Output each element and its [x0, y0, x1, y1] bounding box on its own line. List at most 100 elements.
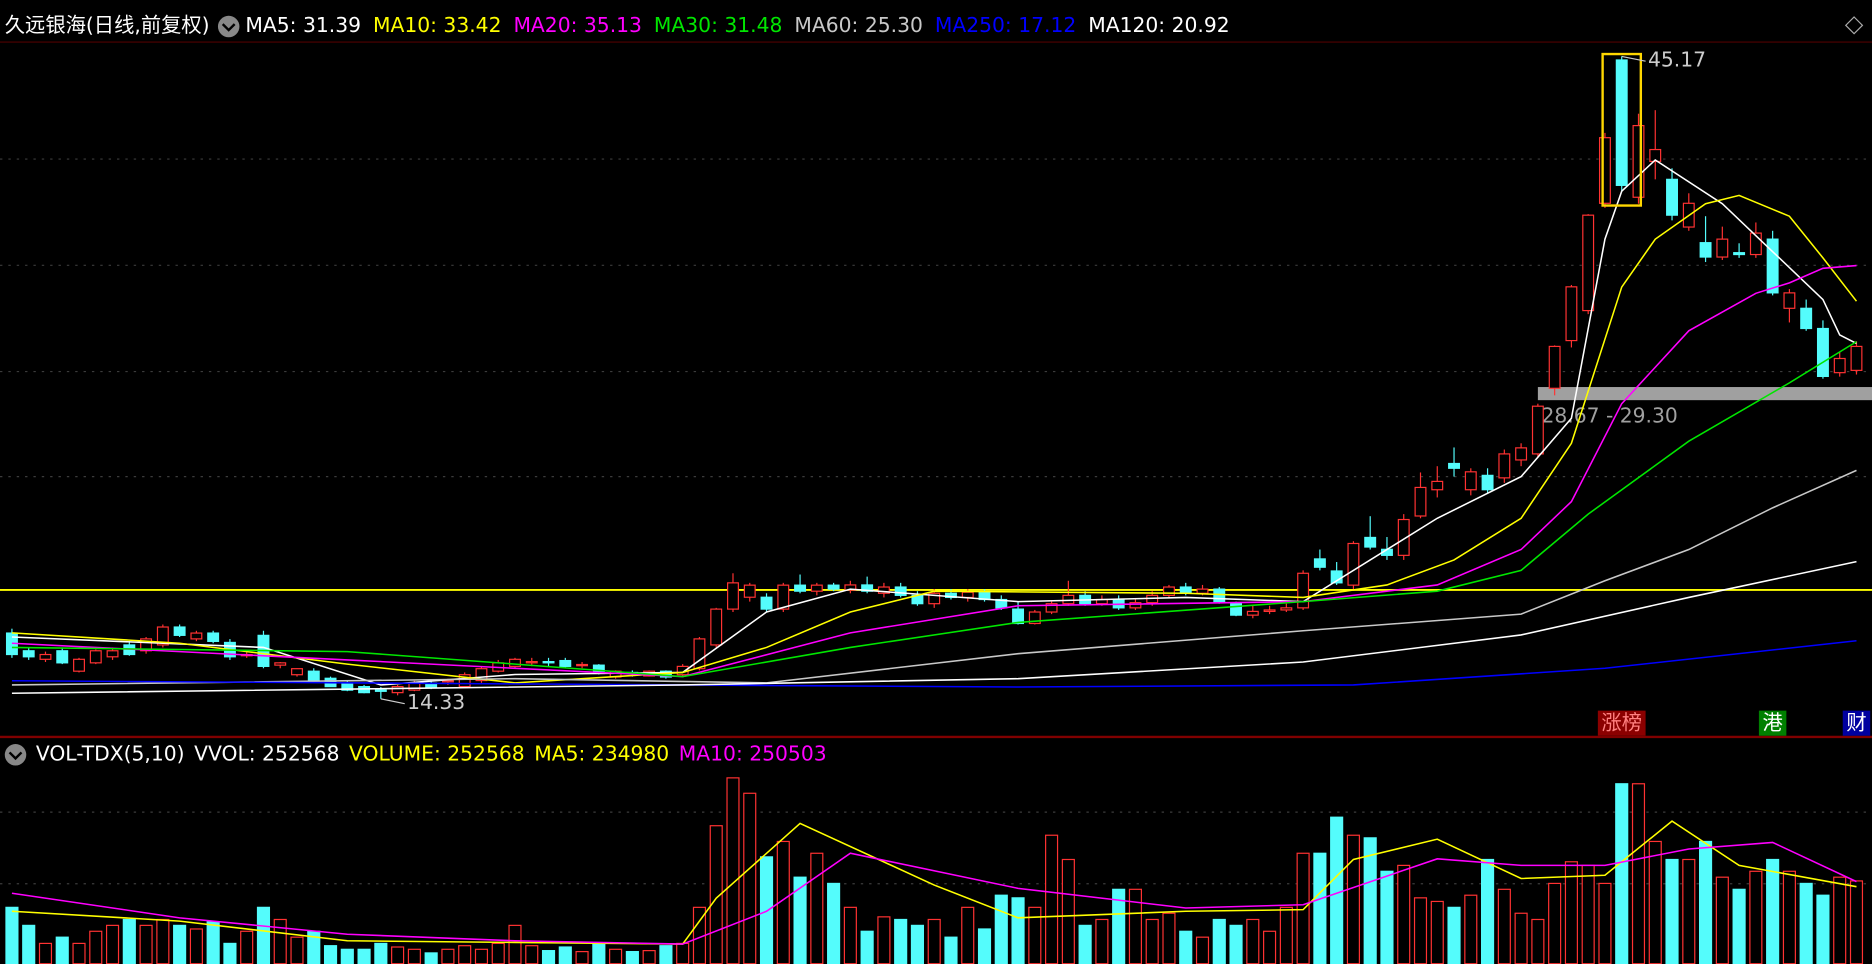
volume-bar [122, 918, 136, 964]
volume-bar [441, 948, 455, 964]
volume-bar [156, 918, 170, 964]
volume-bar [977, 928, 992, 964]
candle-body [1598, 137, 1611, 204]
price-band [1537, 387, 1872, 401]
volume-bar [1799, 882, 1813, 964]
candle-body [1531, 405, 1544, 455]
volume-bar [55, 936, 69, 964]
volume-header: VOL-TDX(5,10) [36, 741, 185, 765]
volume-bar [676, 942, 690, 964]
volume-bar [1715, 876, 1729, 964]
legend-entry: MA60: 25.30 [794, 13, 923, 37]
volume-bar [1028, 906, 1042, 964]
candle-body [1615, 59, 1628, 186]
volume-bar [827, 882, 841, 964]
volume-bar [290, 936, 304, 964]
tag-badge [1597, 710, 1646, 736]
volume-bar [1430, 900, 1444, 964]
candle-body [1666, 178, 1678, 216]
volume-bar [1330, 816, 1344, 964]
volume-bar [491, 942, 505, 964]
dropdown-icon[interactable] [217, 15, 240, 38]
ma-line [11, 158, 1857, 686]
candle-body [727, 582, 739, 610]
candle-body [1347, 542, 1360, 586]
candle-body [877, 586, 890, 594]
volume-bar [1162, 912, 1176, 964]
volume-bar [1548, 882, 1562, 964]
chevron [8, 751, 23, 761]
volume-bar [1682, 858, 1696, 964]
volume-bar [323, 945, 338, 964]
candle-body [1766, 238, 1779, 294]
volume-bar [105, 924, 120, 964]
candle-body [1699, 242, 1712, 258]
candle-body [173, 626, 186, 636]
volume-bar [1229, 924, 1243, 964]
legend-entry: MA30: 31.48 [654, 13, 783, 37]
volume-bar [391, 946, 405, 964]
tag-text: 财 [1846, 710, 1866, 734]
volume-bar [625, 951, 639, 964]
volume-bar [1648, 840, 1662, 964]
annotation: 14.33 [407, 690, 465, 714]
settings-icon[interactable] [4, 744, 27, 766]
volume-bar [1095, 918, 1109, 964]
tag-text: 港 [1762, 710, 1782, 734]
volume-bar [1246, 918, 1260, 964]
volume-bar [1145, 918, 1159, 964]
ma-line [11, 841, 1857, 945]
candle-body [140, 638, 153, 652]
volume-bar [1195, 936, 1210, 964]
candle-body [1548, 345, 1561, 389]
candle-body [391, 686, 404, 694]
legend-entry: VOLUME: 252568 [349, 741, 525, 765]
volume-bar [72, 942, 86, 964]
ma-line [11, 340, 1857, 678]
tag-badge [1842, 710, 1871, 736]
candle-body [89, 650, 102, 664]
candle-body [1179, 586, 1192, 594]
candle-body [1464, 471, 1477, 491]
candle-body [525, 661, 538, 664]
volume-bar [240, 930, 254, 964]
candle-body [509, 658, 521, 667]
volume-bar [1061, 858, 1075, 964]
volume-bar [609, 948, 623, 964]
candle-body [1498, 453, 1511, 479]
candle-body [794, 584, 807, 592]
candle-body [374, 689, 387, 692]
volume-bar [458, 945, 472, 964]
menu-icon[interactable] [1844, 16, 1864, 35]
candle-body [307, 670, 320, 682]
volume-bar [189, 928, 203, 964]
candle-body [1632, 124, 1645, 198]
legend-entry: MA5: 234980 [534, 741, 669, 765]
volume-bar [1581, 864, 1595, 964]
volume-bar [743, 792, 757, 964]
candle-body [1246, 610, 1259, 616]
volume-bar [1380, 870, 1394, 964]
volume-bar [1631, 783, 1646, 964]
highlight-box [1601, 52, 1643, 207]
candle-body [693, 638, 706, 670]
volume-bar [659, 945, 673, 964]
volume-bar [843, 906, 857, 964]
chevron [221, 23, 236, 32]
volume-bar [525, 945, 539, 964]
volume-bar [1346, 834, 1360, 964]
candle-body [1297, 572, 1310, 609]
annotation-leader [380, 698, 405, 705]
volume-bar [1279, 906, 1293, 964]
legend-entry: VVOL: 252568 [194, 741, 339, 765]
dropdown-icon[interactable] [4, 744, 27, 766]
candle-body [22, 650, 35, 658]
ma-line [11, 560, 1857, 695]
volume-bar [1732, 888, 1746, 964]
candle-body [1397, 518, 1410, 556]
volume-bar [1598, 882, 1612, 964]
candle-body [961, 591, 974, 599]
candle-body [1280, 607, 1293, 611]
candle-body [106, 650, 119, 658]
indicator-title: VOL-TDX(5,10) [36, 741, 185, 765]
